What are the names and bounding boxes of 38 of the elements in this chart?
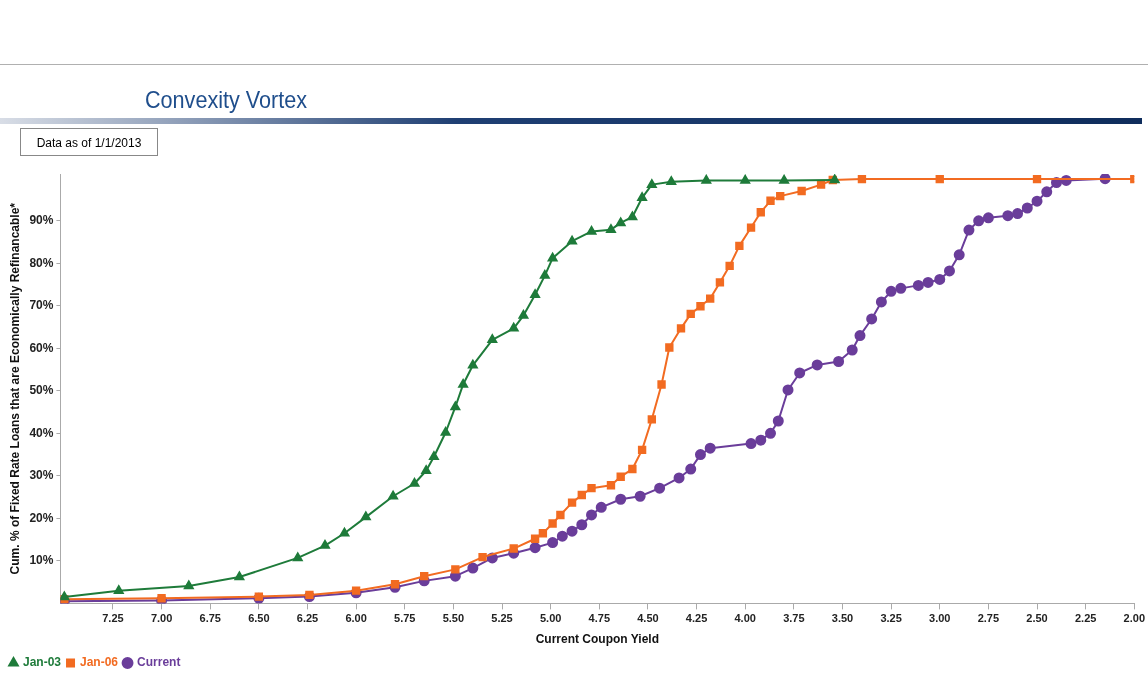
y-tick-label: 10% — [29, 553, 54, 568]
y-tick-label: 20% — [29, 510, 54, 525]
y-tick-label: 70% — [29, 298, 54, 313]
y-tick-label: 30% — [29, 468, 54, 483]
legend-label: Jan-03 — [23, 655, 62, 670]
y-axis-title: Cum. % of Fixed Rate Loans that are Economically Refinancable* — [7, 202, 22, 575]
y-tick-label: 80% — [29, 255, 54, 270]
text: Data as of 1/1/2013 — [20, 128, 158, 156]
x-tick-label: 5.50 — [442, 612, 465, 625]
x-tick-label: 5.75 — [394, 612, 416, 625]
x-tick-label: 2.00 — [1123, 612, 1146, 625]
x-tick-label: 3.75 — [783, 612, 805, 625]
x-tick-label: 6.75 — [199, 612, 221, 625]
legend-label: Jan-06 — [80, 655, 119, 670]
x-tick-label: 3.25 — [880, 612, 902, 625]
y-tick-label: 60% — [29, 340, 54, 355]
legend-label: Current — [137, 655, 181, 670]
x-tick-label: 2.75 — [977, 612, 1000, 625]
x-axis-title: Current Coupon Yield — [535, 632, 660, 647]
x-tick-label: 6.25 — [296, 612, 319, 625]
x-tick-label: 6.00 — [345, 612, 367, 625]
chart-title: Convexity Vortex — [145, 86, 308, 114]
y-tick-label: 50% — [29, 383, 54, 398]
y-tick-label: 90% — [29, 213, 54, 228]
x-tick-label: 6.50 — [248, 612, 270, 625]
x-tick-label: 4.00 — [734, 612, 756, 625]
x-tick-label: 4.50 — [637, 612, 659, 625]
x-tick-label: 2.25 — [1074, 612, 1097, 625]
x-tick-label: 4.75 — [588, 612, 611, 625]
x-tick-label: 2.50 — [1026, 612, 1048, 625]
x-tick-label: 5.00 — [539, 612, 562, 625]
x-tick-label: 3.50 — [831, 612, 854, 625]
x-tick-label: 7.25 — [102, 612, 124, 625]
x-tick-label: 5.25 — [491, 612, 513, 625]
x-tick-label: 7.00 — [150, 612, 173, 625]
y-tick-label: 40% — [29, 425, 54, 440]
x-tick-label: 3.00 — [929, 612, 951, 625]
x-tick-label: 4.25 — [685, 612, 708, 625]
